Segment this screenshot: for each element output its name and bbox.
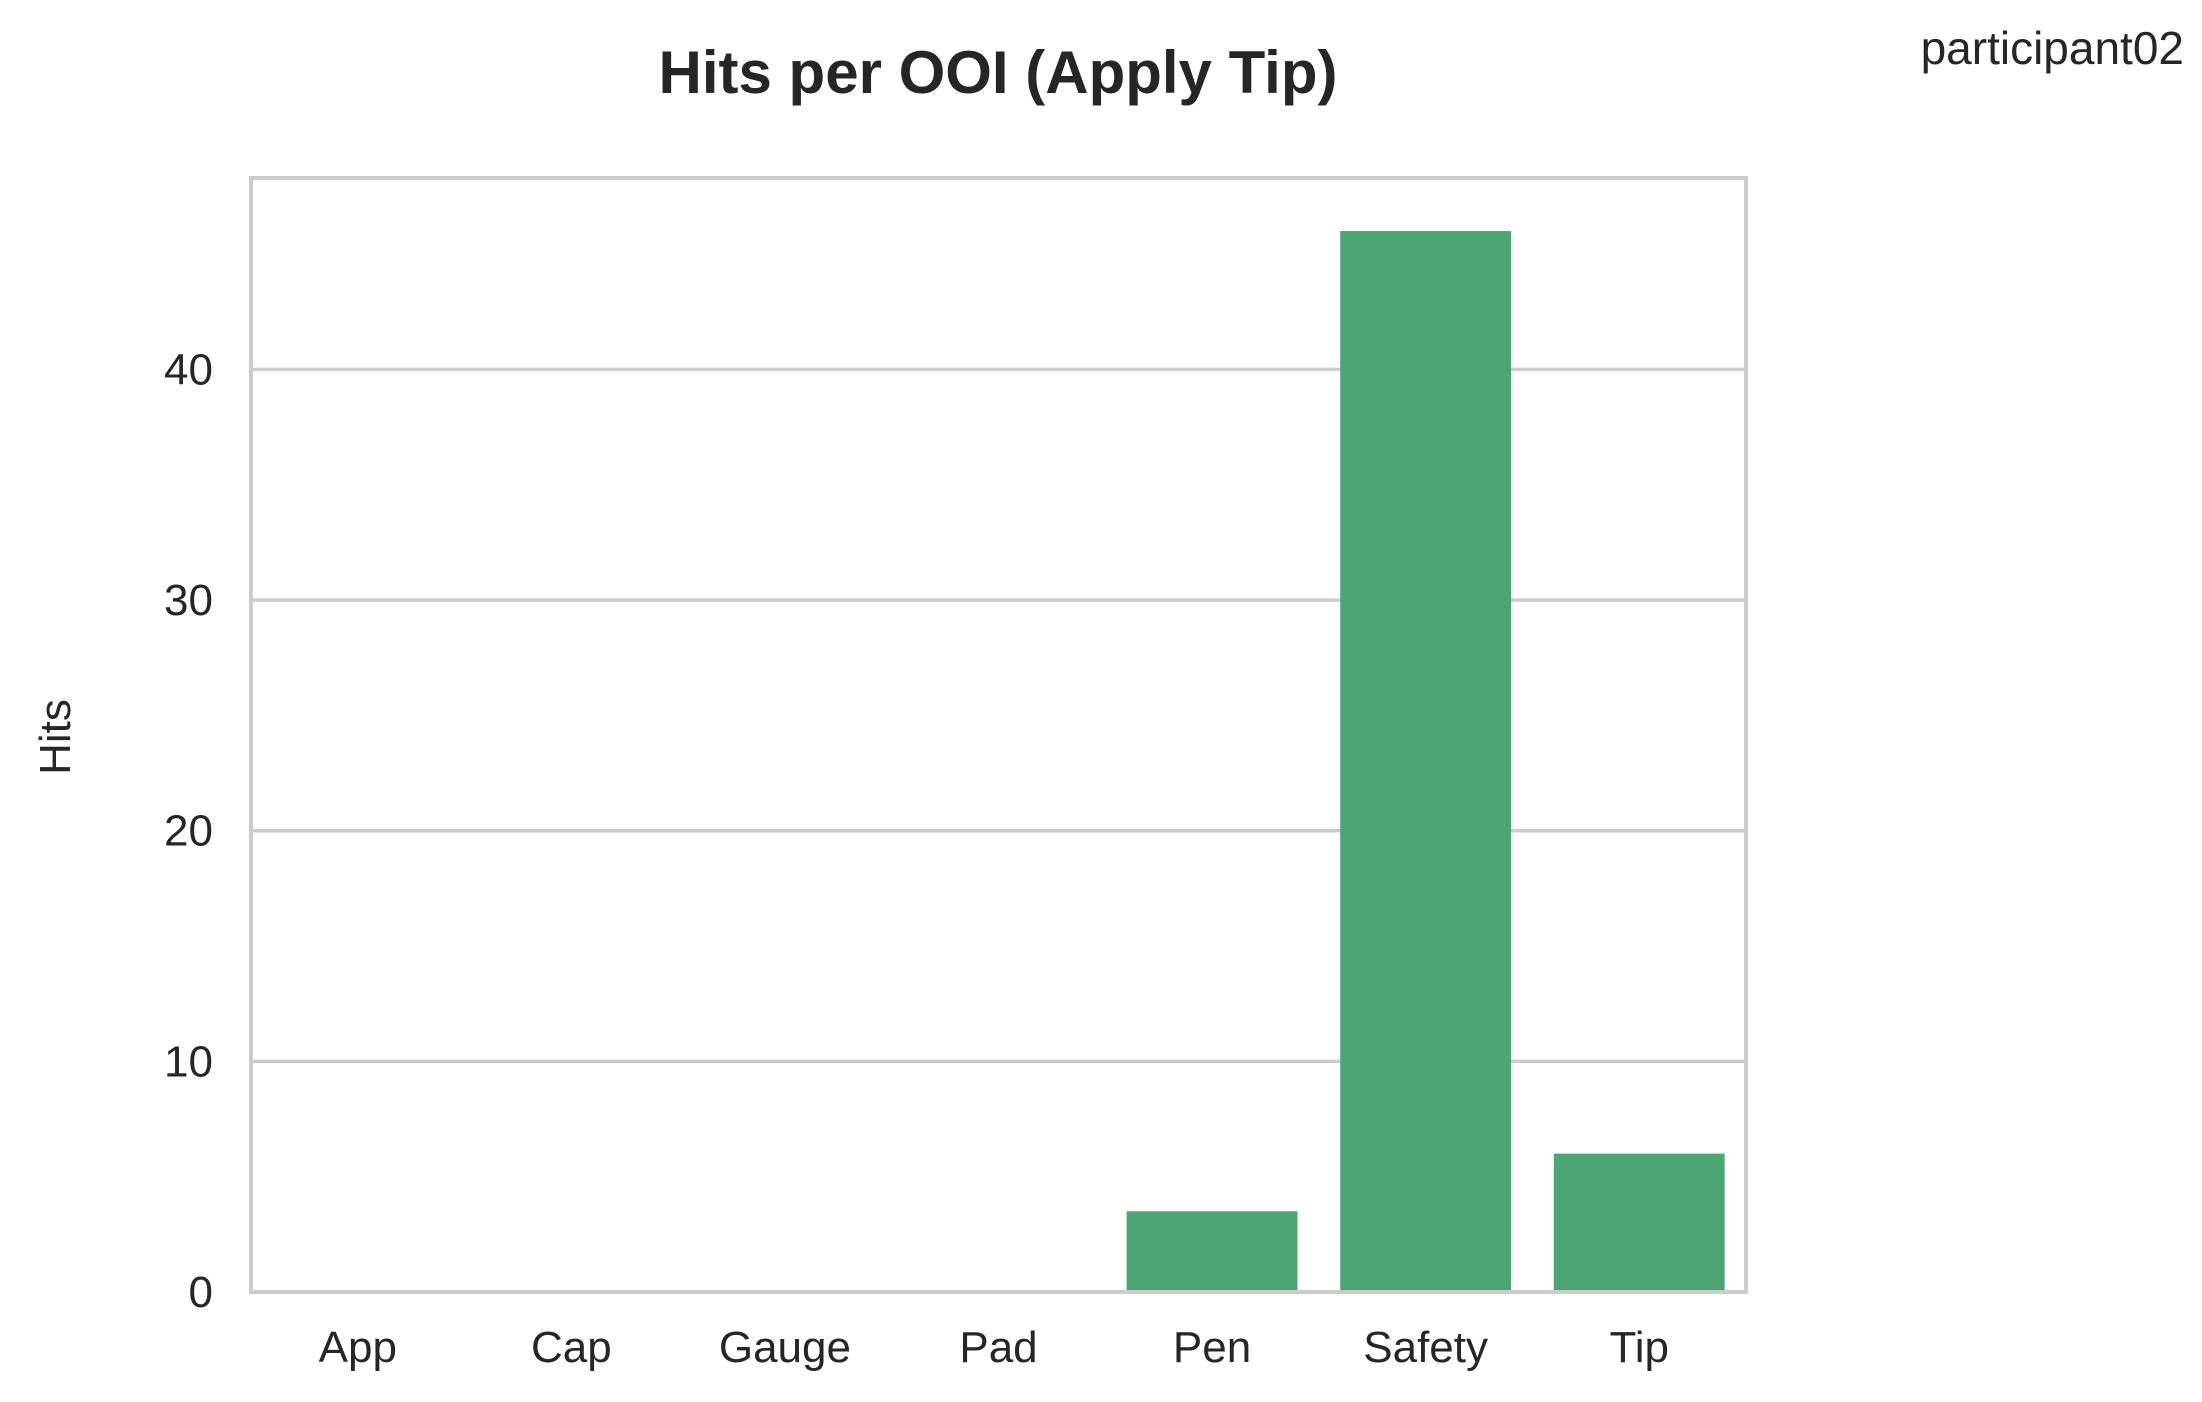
chart-title: Hits per OOI (Apply Tip) <box>659 39 1338 106</box>
y-tick-label: 20 <box>164 807 213 856</box>
x-tick-label-tip: Tip <box>1609 1323 1669 1372</box>
bar-tip <box>1553 1153 1725 1292</box>
participant-label: participant02 <box>1921 22 2184 74</box>
x-tick-labels: App Cap Gauge Pad Pen Safety Tip <box>319 1323 1669 1372</box>
plot-frame <box>249 176 1748 1294</box>
x-tick-label-cap: Cap <box>531 1323 612 1372</box>
x-tick-label-pad: Pad <box>959 1323 1037 1372</box>
y-tick-label: 30 <box>164 576 213 625</box>
bars <box>1126 231 1725 1293</box>
y-tick-label: 10 <box>164 1037 213 1086</box>
y-tick-label: 40 <box>164 345 213 394</box>
bar-pen <box>1126 1211 1298 1292</box>
x-tick-label-pen: Pen <box>1173 1323 1251 1372</box>
x-tick-label-app: App <box>319 1323 397 1372</box>
x-tick-label-gauge: Gauge <box>719 1323 851 1372</box>
y-tick-labels: 0 10 20 30 40 <box>164 345 213 1317</box>
x-tick-label-safety: Safety <box>1363 1323 1488 1372</box>
y-axis-label: Hits <box>31 699 80 775</box>
y-tick-label: 0 <box>189 1268 213 1317</box>
gridlines <box>251 367 1746 1064</box>
bar-safety <box>1340 231 1512 1293</box>
